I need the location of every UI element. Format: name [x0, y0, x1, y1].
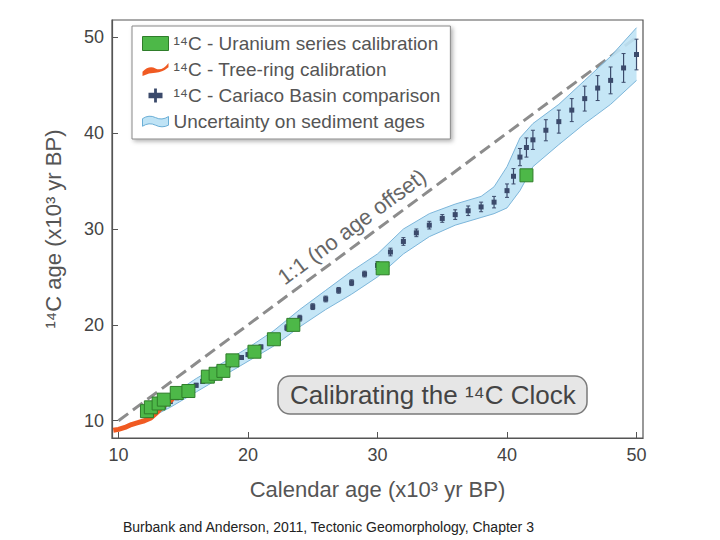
svg-text:Uncertainty on sediment ages: Uncertainty on sediment ages: [174, 111, 425, 132]
svg-text:¹⁴C - Tree-ring calibration: ¹⁴C - Tree-ring calibration: [174, 59, 387, 80]
svg-text:¹⁴C - Uranium series calibrati: ¹⁴C - Uranium series calibration: [174, 33, 439, 54]
svg-text:40: 40: [497, 445, 517, 465]
svg-text:30: 30: [367, 445, 387, 465]
svg-text:30: 30: [84, 219, 104, 239]
svg-text:10: 10: [108, 445, 128, 465]
svg-text:¹⁴C - Cariaco Basin comparison: ¹⁴C - Cariaco Basin comparison: [174, 85, 441, 106]
svg-text:10: 10: [84, 411, 104, 431]
svg-text:¹⁴C age (x10³ yr BP): ¹⁴C age (x10³ yr BP): [41, 130, 66, 329]
svg-text:Burbank and Anderson, 2011, Te: Burbank and Anderson, 2011, Tectonic Geo…: [123, 519, 534, 535]
svg-text:Calibrating the ¹⁴C Clock: Calibrating the ¹⁴C Clock: [290, 380, 577, 410]
svg-text:20: 20: [84, 315, 104, 335]
svg-text:1:1 (no age offset): 1:1 (no age offset): [273, 164, 431, 290]
svg-text:40: 40: [84, 123, 104, 143]
svg-text:50: 50: [84, 27, 104, 47]
svg-text:Calendar age (x10³ yr BP): Calendar age (x10³ yr BP): [250, 477, 506, 502]
svg-text:20: 20: [238, 445, 258, 465]
svg-text:50: 50: [627, 445, 647, 465]
